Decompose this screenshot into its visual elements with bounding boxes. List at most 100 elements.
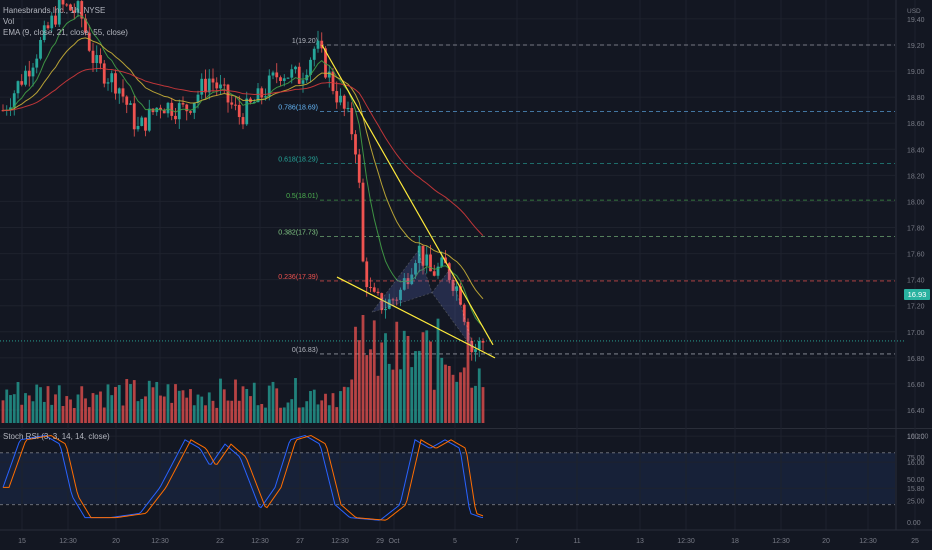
- candle-body: [189, 111, 192, 113]
- volume-bar: [1, 400, 5, 423]
- volume-bar: [144, 396, 147, 423]
- volume-bar: [286, 402, 290, 423]
- price-axis-label: 17.00: [907, 330, 925, 337]
- candle-body: [474, 349, 477, 353]
- price-axis-label: 18.80: [907, 95, 925, 102]
- candle-body: [24, 70, 27, 85]
- volume-bar: [166, 384, 170, 423]
- currency-label: USD: [907, 8, 921, 15]
- volume-bar: [9, 395, 12, 423]
- candle-body: [61, 0, 65, 5]
- volume-bar: [87, 407, 91, 423]
- candle-body: [312, 48, 316, 60]
- candle-body: [110, 73, 114, 83]
- volume-bar: [301, 407, 305, 423]
- volume-bar: [106, 384, 110, 423]
- candle-body: [402, 278, 406, 290]
- candle-body: [95, 55, 99, 63]
- price-axis-label: 16.40: [907, 408, 925, 415]
- time-axis-label: 12:30: [59, 538, 77, 545]
- candle-body: [440, 257, 444, 267]
- volume-bar: [196, 394, 200, 423]
- candle-body: [286, 77, 290, 79]
- volume-bar: [61, 405, 65, 423]
- stoch-axis-label: 100.00: [907, 434, 929, 441]
- volume-bar: [481, 387, 485, 423]
- candle-body: [462, 304, 466, 322]
- volume-bar: [440, 357, 444, 423]
- candle-body: [455, 286, 459, 291]
- time-axis-label: 15: [18, 538, 26, 545]
- volume-bar: [451, 374, 455, 423]
- volume-bar: [444, 364, 447, 423]
- volume-bar: [170, 402, 174, 423]
- volume-bar: [339, 391, 342, 423]
- candle-body: [365, 261, 369, 288]
- volume-bar: [215, 407, 219, 423]
- candle-body: [69, 4, 72, 11]
- candle-body: [354, 134, 357, 155]
- candle-body: [282, 78, 286, 81]
- stoch-rsi-legend[interactable]: Stoch RSI (3, 3, 14, 14, close): [3, 432, 110, 441]
- volume-bar: [282, 407, 286, 423]
- time-axis-label: 12:30: [859, 538, 877, 545]
- symbol-legend[interactable]: Hanesbrands Inc., 1h, NYSE: [3, 6, 106, 15]
- candle-body: [335, 91, 339, 103]
- candle-body: [425, 254, 429, 266]
- fib-level-label: 0(16.83): [292, 347, 318, 354]
- volume-bar: [65, 396, 69, 423]
- volume-bar: [335, 407, 339, 423]
- volume-bar: [245, 388, 249, 423]
- price-axis-label: 16.00: [907, 460, 925, 467]
- volume-bar: [76, 394, 80, 423]
- volume-bar: [372, 320, 376, 423]
- candle-body: [369, 287, 372, 289]
- candle-body: [42, 25, 46, 40]
- volume-bar: [459, 372, 462, 423]
- volume-bar: [140, 398, 144, 423]
- volume-bar: [147, 380, 151, 423]
- volume-bar: [365, 355, 369, 423]
- volume-bar: [470, 387, 474, 423]
- volume-bar: [35, 384, 39, 423]
- volume-bar: [129, 384, 132, 423]
- candle-body: [54, 15, 57, 25]
- candle-body: [226, 84, 230, 103]
- volume-bar: [177, 390, 181, 423]
- candle-body: [256, 88, 260, 103]
- volume-bar: [402, 330, 406, 423]
- volume-bar: [324, 393, 327, 423]
- time-axis-label: Oct: [389, 538, 400, 545]
- candle-body: [129, 103, 132, 105]
- candle-body: [410, 274, 414, 285]
- time-axis-label: 12:30: [151, 538, 169, 545]
- candle-body: [331, 71, 335, 92]
- candle-body: [211, 78, 215, 83]
- candle-body: [102, 63, 106, 84]
- volume-bar: [421, 332, 425, 423]
- ema-legend[interactable]: EMA (9, close, 21, close, 55, close): [3, 28, 128, 37]
- candle-body: [384, 308, 387, 311]
- candle-body: [132, 103, 136, 130]
- fib-level-label: 0.5(18.01): [286, 193, 318, 200]
- candle-body: [57, 0, 61, 25]
- lower-trendline: [336, 276, 496, 359]
- volume-bar: [24, 393, 27, 423]
- volume-bar: [200, 396, 204, 423]
- volume-bar: [50, 404, 54, 423]
- candle-body: [421, 245, 425, 266]
- volume-bar: [391, 369, 395, 423]
- ema-21-line: [2, 37, 484, 300]
- stoch-axis-label: 50.00: [907, 477, 925, 484]
- candle-body: [147, 108, 151, 131]
- candle-body: [170, 102, 174, 116]
- candle-body: [121, 88, 125, 97]
- volume-bar: [151, 387, 155, 423]
- volume-legend[interactable]: Vol: [3, 17, 15, 26]
- stoch-d-line: [3, 434, 484, 521]
- volume-bar: [234, 379, 237, 423]
- volume-bar: [395, 321, 399, 423]
- candle-body: [357, 154, 361, 183]
- fib-level-label: 0.618(18.29): [278, 157, 318, 164]
